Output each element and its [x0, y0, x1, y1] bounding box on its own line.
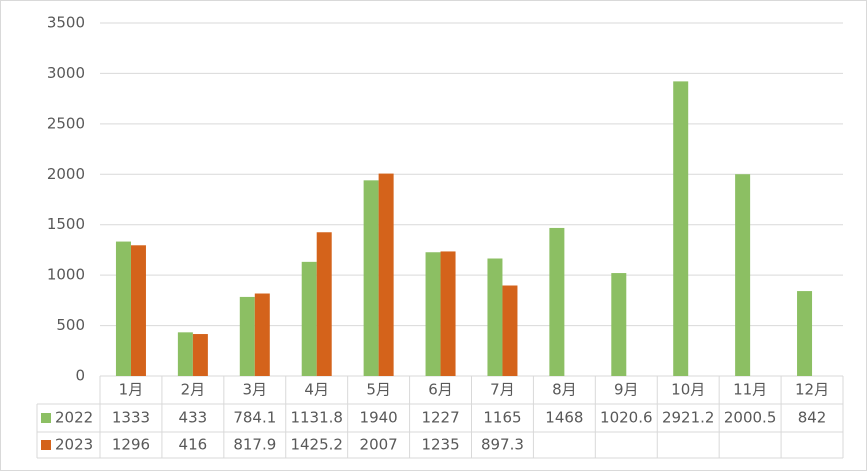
bar	[673, 81, 689, 377]
x-tick-label: 11月	[733, 381, 767, 399]
table-value: 1235	[421, 436, 459, 454]
table-value: 897.3	[481, 436, 524, 454]
x-tick-label: 7月	[490, 381, 515, 399]
y-tick-label: 3500	[47, 14, 85, 32]
legend-key	[41, 413, 51, 423]
x-tick-label: 5月	[366, 381, 391, 399]
table-value: 1296	[112, 436, 150, 454]
y-tick-label: 500	[56, 316, 85, 334]
bar	[177, 332, 193, 376]
table-value: 817.9	[233, 436, 276, 454]
y-tick-label: 0	[75, 367, 85, 385]
bar	[239, 296, 255, 376]
y-tick-label: 1000	[47, 266, 85, 284]
table-value: 2000.5	[724, 409, 777, 427]
bar	[549, 227, 565, 376]
table-value: 433	[179, 409, 208, 427]
table-value: 1165	[483, 409, 521, 427]
bar	[363, 180, 379, 376]
bar	[440, 251, 456, 376]
table-value: 1425.2	[290, 436, 343, 454]
table-value: 2007	[360, 436, 398, 454]
bar	[130, 245, 146, 376]
table-value: 416	[179, 436, 208, 454]
bar	[115, 241, 131, 376]
legend-key	[41, 440, 51, 450]
x-tick-label: 8月	[552, 381, 577, 399]
bar	[487, 258, 503, 376]
legend-label: 2022	[55, 409, 93, 427]
table-value: 784.1	[233, 409, 276, 427]
bar	[797, 291, 813, 376]
bar	[378, 173, 394, 376]
x-tick-label: 4月	[304, 381, 329, 399]
bar	[425, 252, 441, 376]
y-tick-label: 2500	[47, 114, 85, 132]
table-value: 842	[798, 409, 827, 427]
bar	[192, 334, 208, 376]
table-value: 1333	[112, 409, 150, 427]
table-value: 1131.8	[290, 409, 343, 427]
table-value: 1468	[545, 409, 583, 427]
y-tick-label: 2000	[47, 165, 85, 183]
table-value: 2921.2	[662, 409, 715, 427]
x-tick-label: 3月	[243, 381, 268, 399]
bar	[611, 273, 627, 376]
table-value: 1227	[421, 409, 459, 427]
bar	[502, 285, 518, 376]
bar	[301, 261, 317, 376]
y-tick-label: 3000	[47, 64, 85, 82]
table-value: 1940	[360, 409, 398, 427]
x-tick-label: 10月	[671, 381, 705, 399]
legend-label: 2023	[55, 436, 93, 454]
table-value: 1020.6	[600, 409, 653, 427]
bar	[735, 174, 751, 376]
x-tick-label: 9月	[614, 381, 639, 399]
x-tick-label: 12月	[795, 381, 829, 399]
x-tick-label: 1月	[119, 381, 144, 399]
y-tick-label: 1500	[47, 215, 85, 233]
bar	[254, 293, 270, 376]
x-tick-label: 2月	[181, 381, 206, 399]
bar	[316, 232, 332, 376]
x-tick-label: 6月	[428, 381, 453, 399]
